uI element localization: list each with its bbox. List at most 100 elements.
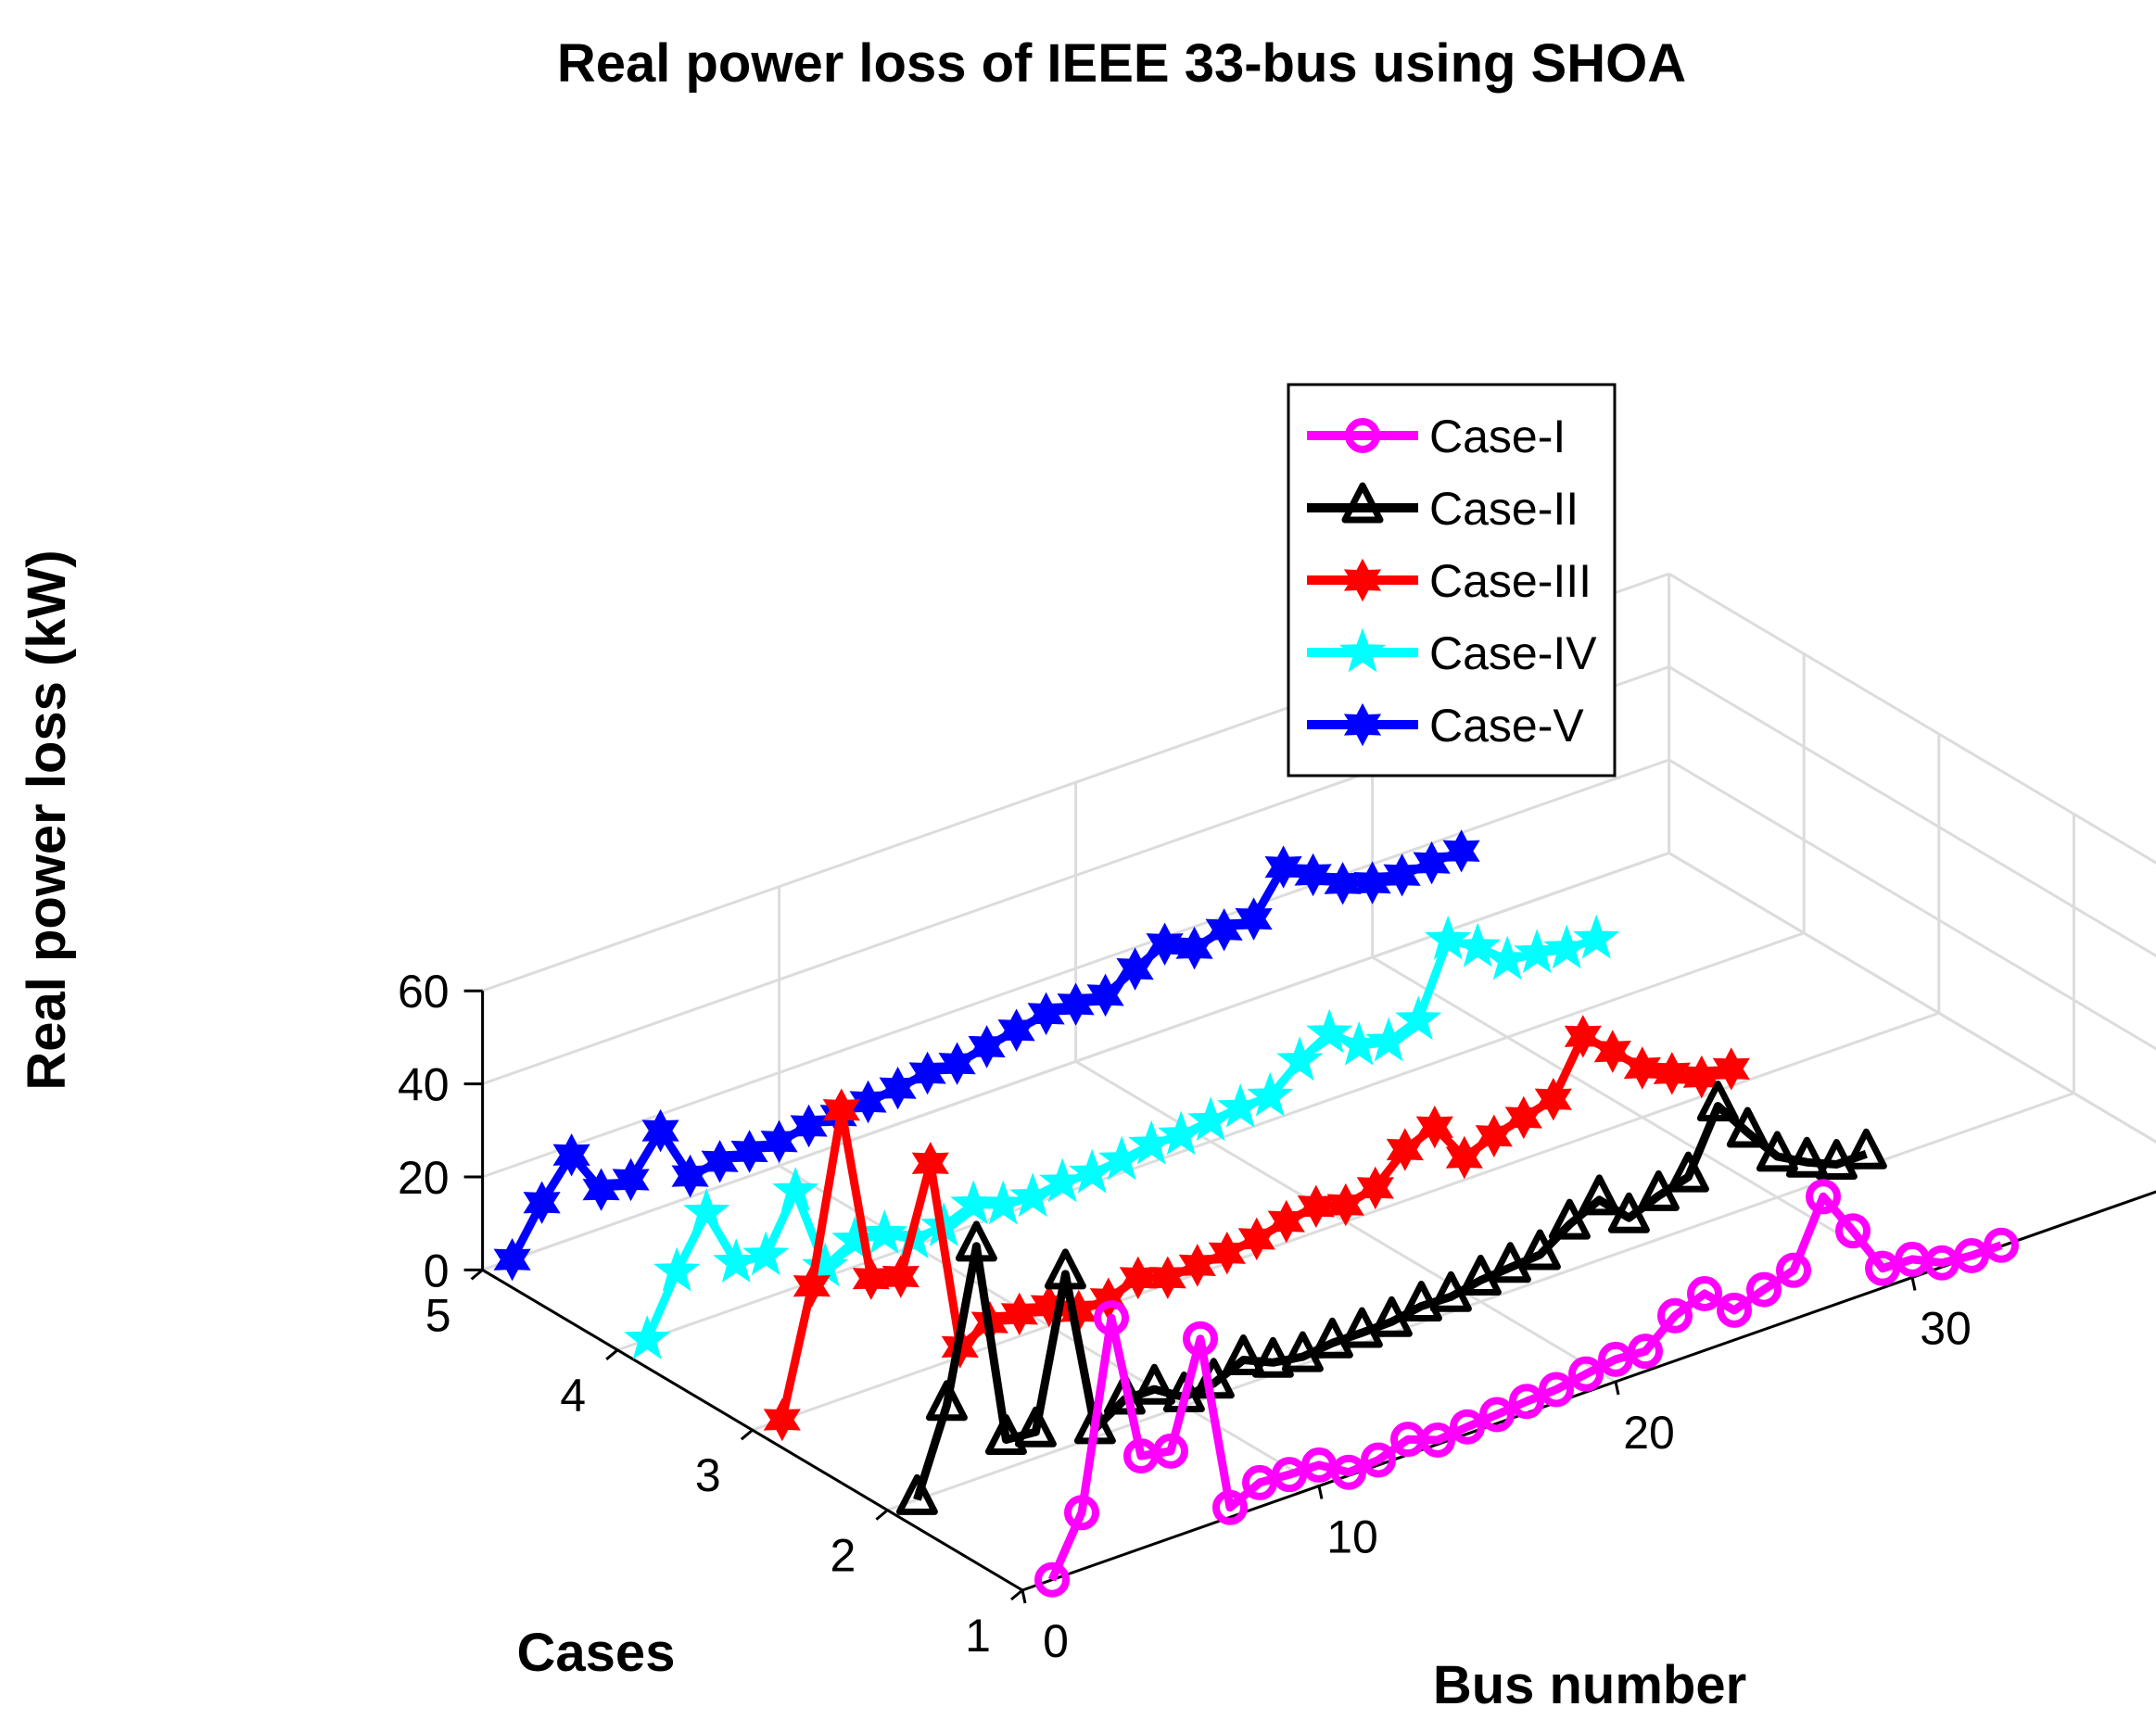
z-axis-label: Real power loss (kW) <box>17 550 77 1090</box>
data-point-case-iv <box>1009 1172 1057 1218</box>
data-point-case-ii <box>1607 1192 1650 1233</box>
data-point-case-iv <box>1514 929 1561 974</box>
data-point-case-v <box>523 1181 561 1224</box>
data-point-case-iii <box>1267 1199 1305 1244</box>
data-point-case-i <box>1835 1213 1871 1249</box>
data-point-case-iv <box>1573 914 1620 959</box>
data-point-case-i <box>1568 1356 1604 1392</box>
data-point-case-iii <box>793 1264 831 1308</box>
data-point-case-iv <box>1454 922 1502 967</box>
data-point-case-v <box>612 1157 650 1202</box>
data-point-case-i <box>1717 1292 1752 1328</box>
data-point-case-iv <box>1039 1157 1086 1203</box>
data-point-case-i <box>1331 1454 1366 1490</box>
floor-grid-line <box>616 931 1805 1352</box>
legend-label-case-v: Case-V <box>1429 700 1584 752</box>
legend-label-case-ii: Case-II <box>1429 483 1579 535</box>
data-point-case-iv <box>1187 1096 1235 1142</box>
back-wall-grid-line <box>482 851 1670 1271</box>
data-point-case-iii <box>1593 1030 1631 1073</box>
legend-item-case-ii: Case-II <box>1307 482 1579 535</box>
x-tick-mark <box>1614 1381 1620 1396</box>
legend-item-case-iv: Case-IV <box>1307 627 1597 679</box>
legend-marker-case-i <box>1345 418 1380 453</box>
data-point-case-ii <box>1340 1307 1383 1348</box>
data-point-case-ii <box>1459 1255 1502 1296</box>
data-point-case-ii <box>1370 1296 1413 1337</box>
data-point-case-iii <box>1564 1015 1602 1058</box>
data-point-case-i <box>1183 1321 1218 1357</box>
data-point-case-v <box>997 1008 1035 1052</box>
data-point-case-v <box>1175 926 1213 970</box>
data-point-case-i <box>1153 1433 1188 1469</box>
data-point-case-iv <box>1365 1017 1413 1062</box>
side-wall-grid-line <box>1668 852 2156 1144</box>
x-tick-mark <box>1910 1277 1917 1291</box>
data-point-case-iv <box>1098 1135 1146 1181</box>
data-point-case-ii <box>955 1220 997 1262</box>
data-point-case-v <box>730 1130 768 1173</box>
data-point-case-ii <box>1133 1363 1175 1405</box>
data-point-case-v <box>1027 992 1065 1036</box>
data-point-case-v <box>790 1104 828 1148</box>
legend-marker-case-v <box>1343 702 1382 747</box>
data-point-case-ii <box>1637 1169 1680 1211</box>
data-point-case-ii <box>1311 1317 1353 1359</box>
legend-label-case-i: Case-I <box>1429 411 1566 462</box>
z-tick-label: 20 <box>398 1152 450 1204</box>
data-point-case-i <box>1539 1372 1574 1408</box>
data-point-case-v <box>760 1119 798 1164</box>
data-point-case-ii <box>984 1413 1027 1455</box>
data-point-case-iii <box>1386 1128 1424 1171</box>
data-point-case-iv <box>1306 1008 1353 1054</box>
side-wall-grid-line <box>1668 572 2156 865</box>
x-tick-mark <box>1021 1589 1027 1604</box>
data-point-case-i <box>1509 1384 1544 1420</box>
x-tick-label: 0 <box>1043 1615 1069 1667</box>
data-point-case-v <box>968 1025 1006 1068</box>
y-tick-mark <box>1010 1588 1023 1601</box>
data-point-case-ii <box>1044 1248 1086 1290</box>
data-point-case-i <box>1984 1227 2019 1263</box>
data-point-case-iv <box>1158 1110 1205 1156</box>
data-point-case-iii <box>1504 1095 1542 1140</box>
x-tick-mark <box>1317 1485 1324 1499</box>
data-point-case-iv <box>1069 1148 1116 1194</box>
y-tick-mark <box>470 1269 484 1281</box>
data-point-case-iii <box>1000 1292 1038 1336</box>
legend-marker-case-ii <box>1341 482 1384 524</box>
data-point-case-iv <box>1543 924 1591 969</box>
y-tick-mark <box>875 1509 889 1521</box>
data-point-case-ii <box>1489 1242 1531 1283</box>
data-point-case-ii <box>1845 1128 1887 1169</box>
data-point-case-v <box>1205 908 1243 952</box>
x-axis-label: Bus number <box>1433 1655 1746 1715</box>
data-point-case-i <box>1272 1457 1307 1493</box>
data-point-case-ii <box>1014 1406 1057 1448</box>
data-point-case-iv <box>624 1315 671 1359</box>
y-tick-label: 3 <box>695 1449 721 1501</box>
data-point-case-v <box>1294 853 1332 897</box>
data-point-case-v <box>1116 947 1154 991</box>
data-point-case-v <box>1353 861 1391 904</box>
data-point-case-v <box>701 1140 739 1183</box>
data-point-case-iii <box>822 1088 860 1131</box>
data-point-case-iv <box>861 1209 908 1254</box>
data-point-case-iii <box>1682 1055 1720 1099</box>
data-point-case-v <box>1383 853 1421 897</box>
axis-layer <box>463 989 2156 1604</box>
data-point-case-iii <box>911 1142 949 1185</box>
data-point-case-iii <box>1623 1046 1661 1090</box>
data-point-case-ii <box>895 1473 938 1515</box>
series-case-v <box>493 829 1480 1282</box>
side-wall-grid-line <box>1668 758 2156 1051</box>
x-tick-label: 10 <box>1326 1511 1378 1563</box>
data-point-case-ii <box>1548 1198 1591 1240</box>
data-point-case-v <box>1235 897 1273 941</box>
data-point-case-i <box>1746 1271 1782 1308</box>
data-point-case-ii <box>1756 1131 1798 1172</box>
data-point-case-iv <box>1128 1119 1175 1165</box>
data-point-case-ii <box>1696 1081 1739 1122</box>
legend-item-case-v: Case-V <box>1307 700 1584 752</box>
data-point-case-v <box>1442 829 1480 873</box>
